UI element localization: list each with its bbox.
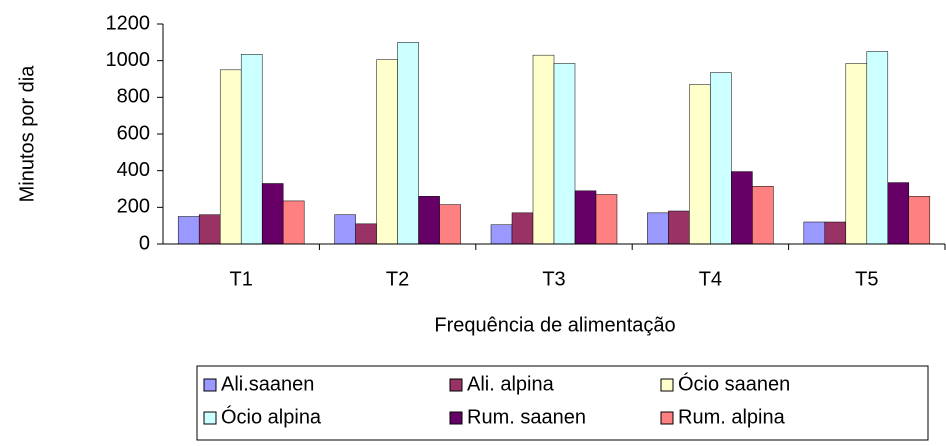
bar [376,59,398,245]
bar [803,221,826,245]
y-tick-label: 1200 [106,12,151,34]
bar [177,216,200,245]
legend-label: Ócio alpina [221,405,322,428]
legend-swatch [449,378,463,392]
x-tick-label: T4 [699,268,722,290]
y-tick-label: 600 [117,122,150,144]
y-tick-label: 0 [139,232,150,254]
x-tick-label: T3 [542,268,565,290]
bar [647,212,669,245]
legend-swatch [203,378,217,392]
legend-frame [196,365,929,441]
bar [511,212,534,245]
bar [439,204,461,245]
x-tick-label: T1 [230,268,253,290]
bar [824,221,847,245]
bar [532,54,555,245]
y-tick-label: 200 [117,196,150,218]
bar [689,84,711,245]
bar [710,72,732,245]
legend-label: Rum. alpina [678,406,786,428]
legend-label: Ócio saanen [678,372,790,395]
y-tick-label: 400 [117,159,150,181]
legend-label: Ali. alpina [467,373,555,395]
legend-label: Ali.saanen [221,373,314,395]
bar [752,186,774,245]
bar [908,196,931,245]
x-tick-label: T5 [855,268,878,290]
bar [219,69,242,245]
bar [845,63,868,245]
bar [668,210,690,245]
y-axis-label: Minutos por dia [16,65,38,203]
legend-swatch [660,378,674,392]
bar [198,214,221,245]
bar [240,54,263,245]
bar [731,171,753,245]
legend-swatch [660,411,674,425]
legend-swatch [449,411,463,425]
x-tick-label: T2 [386,268,409,290]
bar [355,223,377,245]
bar [418,196,440,245]
y-tick-label: 800 [117,86,150,108]
bar [866,51,889,245]
bar [553,63,576,245]
y-tick-label: 1000 [106,49,151,71]
bar [282,200,305,245]
bar [595,194,618,245]
bar [574,190,597,245]
bar [334,214,356,245]
bar [261,183,284,245]
x-axis-label: Frequência de alimentação [434,314,675,336]
bar [887,182,910,245]
bar [397,42,419,245]
legend-swatch [203,411,217,425]
legend-label: Rum. saanen [467,406,586,428]
bar [490,224,513,245]
